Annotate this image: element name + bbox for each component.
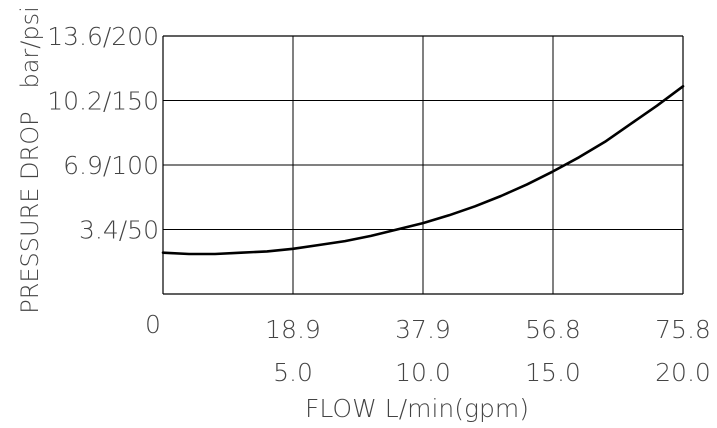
x-tick-label-lmin: 18.9	[265, 315, 321, 344]
y-tick-label: 3.4/50	[79, 216, 159, 245]
x-tick-label-lmin: 75.8	[655, 315, 711, 344]
y-axis-label: PRESSURE DROP bar/psi	[16, 6, 44, 314]
x-tick-label-lmin: 56.8	[525, 315, 581, 344]
origin-label: 0	[145, 310, 161, 339]
x-tick-label-gpm: 15.0	[525, 358, 581, 387]
y-tick-label: 6.9/100	[63, 151, 159, 180]
y-tick-label: 10.2/150	[47, 87, 159, 116]
x-tick-labels: 18.9 37.9 56.8 75.8 5.0 10.0 15.0 20.0	[265, 315, 711, 387]
x-tick-label-gpm: 20.0	[655, 358, 711, 387]
x-tick-label-lmin: 37.9	[395, 315, 451, 344]
x-tick-label-gpm: 5.0	[273, 358, 313, 387]
y-tick-label: 13.6/200	[47, 22, 159, 51]
y-tick-labels: 3.4/50 6.9/100 10.2/150 13.6/200	[47, 22, 159, 245]
grid	[163, 36, 683, 294]
x-tick-label-gpm: 10.0	[395, 358, 451, 387]
x-axis-label: FLOW L/min(gpm)	[305, 394, 529, 423]
